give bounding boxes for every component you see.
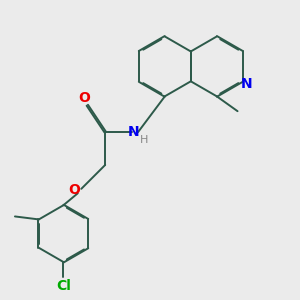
Text: Cl: Cl [56, 279, 71, 293]
Text: H: H [140, 134, 148, 145]
Text: N: N [128, 125, 140, 139]
Text: N: N [241, 77, 253, 91]
Text: O: O [78, 91, 90, 105]
Text: O: O [68, 183, 80, 197]
